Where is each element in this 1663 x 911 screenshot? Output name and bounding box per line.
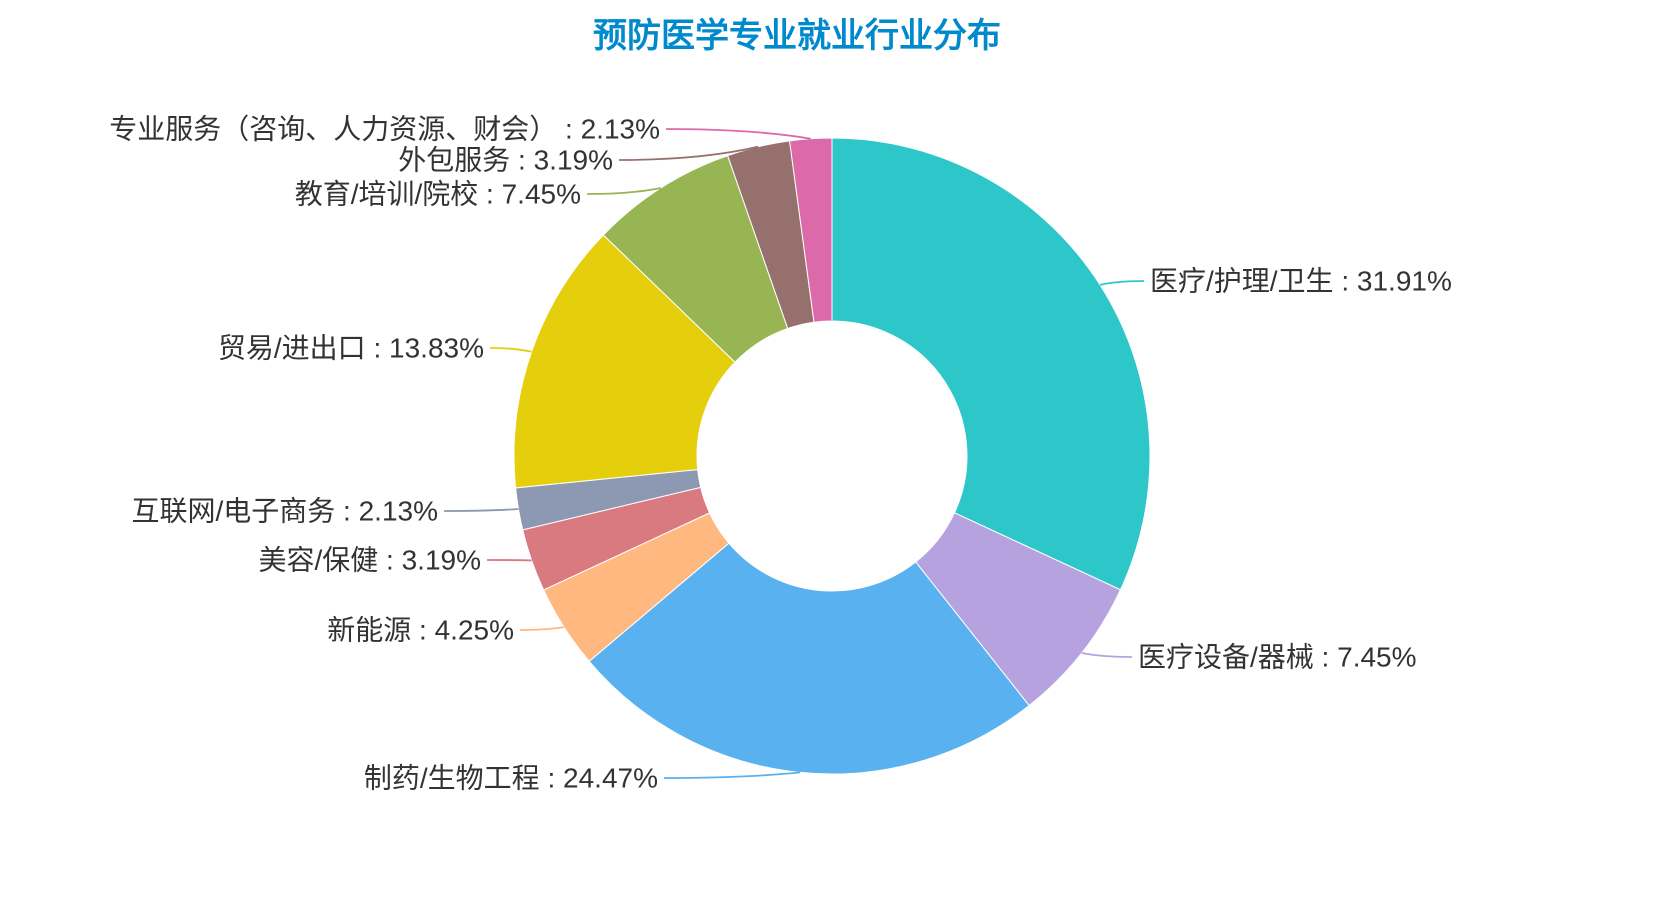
label-line-4	[519, 626, 565, 631]
slice-label-8: 教育/培训/院校 : 7.45%	[295, 179, 581, 210]
pie-slice-7[interactable]	[513, 234, 736, 489]
label-line-7	[489, 347, 532, 353]
slice-label-5: 美容/保健 : 3.19%	[258, 545, 481, 576]
label-line-10	[665, 128, 811, 140]
slice-label-10: 专业服务（咨询、人力资源、财会） : 2.13%	[109, 114, 660, 145]
label-line-2	[1081, 652, 1133, 658]
label-line-1	[1099, 280, 1145, 286]
pie-slice-10[interactable]	[789, 137, 833, 323]
chart-title: 预防医学专业就业行业分布	[593, 17, 1001, 55]
slice-label-1: 医疗/护理/卫生 : 31.91%	[1150, 266, 1452, 297]
pie-slice-1[interactable]	[831, 137, 1151, 591]
slice-label-9: 外包服务 : 3.19%	[398, 145, 613, 176]
slice-label-6: 互联网/电子商务 : 2.13%	[131, 496, 438, 527]
label-line-8	[586, 187, 662, 195]
label-line-9	[618, 145, 759, 161]
slice-label-7: 贸易/进出口 : 13.83%	[218, 333, 484, 364]
slice-label-4: 新能源 : 4.25%	[327, 615, 514, 646]
pie-slice-3[interactable]	[588, 542, 1030, 775]
slice-label-2: 医疗设备/器械 : 7.45%	[1138, 642, 1417, 673]
label-line-6	[443, 508, 519, 512]
label-line-3	[663, 771, 801, 779]
slice-label-3: 制药/生物工程 : 24.47%	[364, 763, 658, 794]
